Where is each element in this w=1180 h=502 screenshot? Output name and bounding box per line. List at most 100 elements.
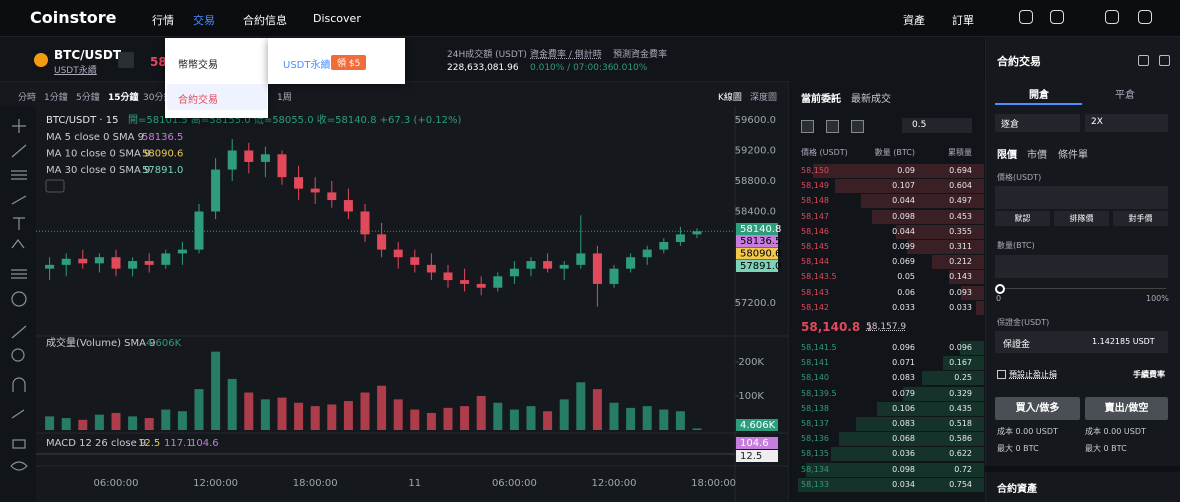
price-button-bg[interactable] (1054, 211, 1109, 226)
input[interactable] (995, 255, 1168, 278)
book-price[interactable]: 58,137 (801, 419, 829, 428)
candle-body (343, 200, 353, 212)
book-price[interactable]: 58,142 (801, 302, 829, 312)
book-price[interactable]: 58,133 (801, 479, 829, 489)
book-price[interactable]: 58,136 (801, 434, 829, 444)
nav-item[interactable]: Discover (313, 12, 361, 25)
candle-body (460, 280, 470, 284)
candle-body (626, 257, 636, 269)
book-price[interactable]: 58,149 (801, 181, 829, 191)
select[interactable] (995, 114, 1080, 132)
nav-item[interactable]: 合約信息 (243, 14, 287, 27)
volume-bar (111, 412, 121, 430)
nav-item[interactable]: 交易 (193, 14, 215, 27)
book-price[interactable]: 58,147 (801, 211, 829, 221)
tab[interactable]: 開倉 (1029, 90, 1049, 101)
candle-body (592, 253, 602, 284)
interval[interactable]: 30分鐘 (143, 93, 173, 103)
price-button-bg[interactable] (1113, 211, 1168, 226)
depth-bar (856, 417, 984, 431)
fee-label[interactable]: 手續費率 (1133, 370, 1165, 379)
ticker-pair[interactable]: BTC/USDT (54, 48, 122, 62)
order-type[interactable]: 限價 (997, 150, 1017, 161)
price-button[interactable]: 排隊價 (1069, 214, 1094, 223)
slider-label: 0 (996, 294, 1002, 303)
price-button-bg[interactable] (995, 211, 1050, 226)
favorite[interactable] (118, 52, 134, 68)
tab[interactable]: 平倉 (1115, 90, 1135, 101)
sell-button[interactable]: 賣出/做空 (1085, 397, 1168, 420)
book-price[interactable]: 58,145 (801, 242, 829, 251)
nav-right-item[interactable]: 資產 (903, 14, 925, 27)
ticker-contract: USDT永續 (54, 66, 97, 76)
book-total: 0.311 (949, 242, 972, 251)
book-price[interactable]: 58,141.5 (801, 343, 837, 352)
depth-bar (975, 300, 984, 315)
chart-symbol: BTC/USDT · 15 (46, 115, 118, 126)
book-price[interactable]: 58,144 (801, 257, 829, 267)
price-button[interactable]: 對手價 (1128, 214, 1153, 223)
interval[interactable]: 5分鐘 (76, 93, 100, 103)
tpsl-label[interactable]: 預設止盈止損 (1009, 370, 1057, 379)
order-book-tab[interactable]: 當前委託 (801, 94, 841, 105)
order-type[interactable]: 市價 (1027, 150, 1047, 161)
nav-icon[interactable] (1019, 10, 1033, 24)
chart-view[interactable]: K線圖 (718, 93, 742, 103)
input[interactable] (995, 331, 1168, 353)
dropdown-item[interactable]: 幣幣交易 (178, 60, 218, 71)
interval[interactable]: 分時 (18, 93, 37, 103)
order-book (788, 81, 985, 502)
panel-icon[interactable] (1138, 55, 1149, 66)
book-price[interactable]: 58,140 (801, 373, 829, 383)
volume-bar (426, 412, 436, 430)
select[interactable] (1085, 114, 1168, 132)
price-tag (736, 247, 778, 260)
book-qty: 0.071 (892, 358, 915, 368)
price-button[interactable]: 默認 (1014, 214, 1031, 223)
interval[interactable]: 1分鐘 (44, 93, 68, 103)
interval[interactable]: 15分鐘 (108, 93, 139, 103)
volume-bar (327, 404, 337, 430)
book-price[interactable]: 58,143 (801, 287, 829, 297)
nav-icon[interactable] (1138, 10, 1152, 24)
book-price[interactable]: 58,139.5 (801, 388, 837, 398)
panel-icon[interactable] (1159, 55, 1170, 66)
book-mode-icon[interactable] (801, 120, 814, 133)
nav-icon[interactable] (1050, 10, 1064, 24)
badge: 領 $5 (331, 55, 367, 70)
candle-body (426, 264, 436, 273)
book-mode-icon[interactable] (851, 120, 864, 133)
book-price[interactable]: 58,150 (801, 166, 829, 175)
candle-body (476, 283, 486, 288)
book-price[interactable]: 58,138 (801, 403, 829, 413)
step-select[interactable] (902, 118, 972, 133)
candle-body (211, 169, 221, 212)
input[interactable] (995, 186, 1168, 209)
margin-field: 保證金 (1003, 340, 1031, 350)
interval[interactable]: 1周 (277, 93, 292, 103)
book-price[interactable]: 58,141 (801, 358, 829, 368)
order-book-tab[interactable]: 最新成交 (851, 94, 891, 105)
checkbox[interactable] (997, 370, 1006, 379)
x-tick-label: 12:00:00 (592, 478, 637, 489)
book-price[interactable]: 58,134 (801, 464, 829, 474)
book-mark-price: 58,157.9 (866, 322, 907, 332)
book-total: 0.212 (949, 257, 972, 267)
book-price[interactable]: 58,148 (801, 196, 829, 206)
slider-handle[interactable] (995, 284, 1005, 294)
book-mode-icon[interactable] (826, 120, 839, 133)
volume-bar (360, 392, 370, 430)
order-type[interactable]: 條件單 (1058, 150, 1088, 161)
dropdown-item[interactable]: 合約交易 (178, 95, 218, 106)
nav-item[interactable]: 行情 (152, 14, 174, 27)
buy-button[interactable]: 買入/做多 (995, 397, 1080, 420)
nav-icon[interactable] (1105, 10, 1119, 24)
book-price[interactable]: 58,143.5 (801, 272, 837, 282)
book-price[interactable]: 58,146 (801, 226, 829, 236)
chart-view[interactable]: 深度圖 (750, 93, 778, 103)
book-price[interactable]: 58,135 (801, 449, 829, 459)
logo[interactable]: Coinstore (30, 8, 117, 27)
submenu-item[interactable]: USDT永續 (283, 60, 331, 71)
drawing-tools[interactable] (10, 119, 28, 471)
nav-right-item[interactable]: 訂單 (952, 14, 974, 27)
